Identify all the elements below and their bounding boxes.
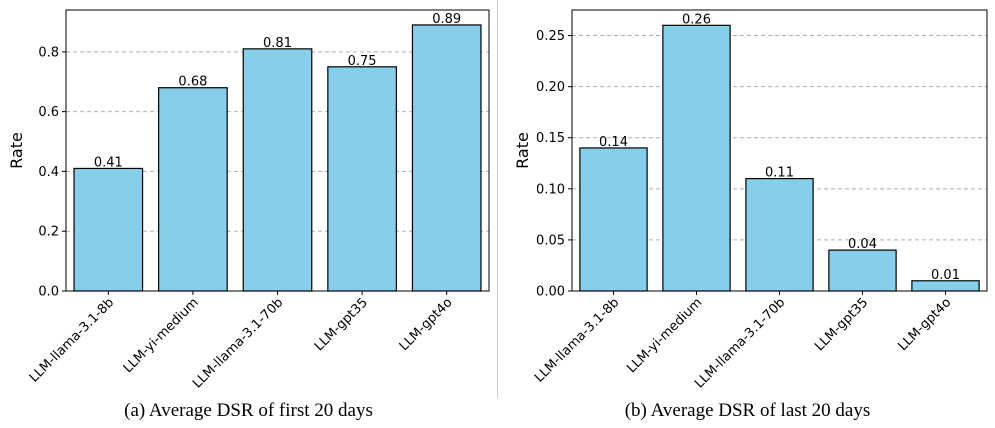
- y-tick-label: 0.00: [536, 285, 565, 300]
- y-tick-label: 0.20: [536, 80, 565, 95]
- bar-5: [411, 24, 482, 292]
- bar-value-label: 0.68: [178, 75, 207, 90]
- bar-2: [662, 24, 731, 292]
- bar-1: [73, 167, 144, 292]
- y-axis-label: Rate: [513, 132, 532, 169]
- y-tick-label: 0.6: [38, 105, 59, 120]
- x-tick-label: LLM-llama-3.1-70b: [692, 295, 788, 391]
- x-tick-label: LLM-llama-3.1-8b: [27, 295, 117, 385]
- y-tick-label: 0.0: [38, 285, 59, 300]
- bar-value-label: 0.75: [348, 54, 377, 69]
- bar-3: [242, 48, 313, 292]
- y-tick-label: 0.2: [38, 225, 59, 240]
- bar-4: [327, 66, 397, 292]
- y-tick-label: 0.05: [536, 233, 565, 248]
- bar-value-label: 0.11: [765, 166, 794, 181]
- caption-a: (a) Average DSR of first 20 days: [124, 400, 373, 421]
- panel-divider: [497, 0, 498, 398]
- bar-2: [158, 87, 228, 292]
- y-tick-label: 0.10: [536, 182, 565, 197]
- bar-value-label: 0.81: [263, 36, 292, 51]
- x-tick-label: LLM-llama-3.1-8b: [532, 295, 622, 385]
- bar-value-label: 0.14: [599, 135, 628, 150]
- y-tick-label: 0.4: [38, 165, 59, 180]
- chart-b: 0.14 0.26 0.11 0.04 0.01 0.00 0.05 0.10 0.15 0.20…: [513, 9, 988, 391]
- x-tick-label: LLM-gpt4o: [895, 295, 954, 354]
- x-tick-label: LLM-llama-3.1-70b: [190, 295, 286, 391]
- bar-value-label: 0.04: [848, 237, 877, 252]
- bar-value-label: 0.26: [682, 12, 711, 27]
- bar-value-label: 0.41: [94, 155, 123, 170]
- y-tick-label: 0.8: [38, 45, 59, 60]
- x-tick-label: LLM-gpt35: [312, 295, 371, 354]
- y-tick-label: 0.25: [536, 29, 565, 44]
- caption-b: (b) Average DSR of last 20 days: [624, 400, 871, 421]
- x-tick-label: LLM-yi-medium: [624, 295, 705, 376]
- bar-value-label: 0.89: [432, 12, 461, 27]
- y-axis-label: Rate: [7, 132, 26, 169]
- bar-value-label: 0.01: [931, 268, 960, 283]
- chart-a: 0.41 0.68 0.81 0.75 0.89 0.0 0.2 0.4 0.6 0.8 LLM-l…: [7, 9, 490, 391]
- bar-1: [579, 147, 648, 292]
- bar-3: [745, 178, 814, 292]
- x-tick-label: LLM-gpt35: [812, 295, 871, 354]
- x-tick-label: LLM-yi-medium: [121, 295, 202, 376]
- y-tick-label: 0.15: [536, 131, 565, 146]
- x-tick-label: LLM-gpt4o: [397, 295, 456, 354]
- bar-4: [828, 249, 897, 292]
